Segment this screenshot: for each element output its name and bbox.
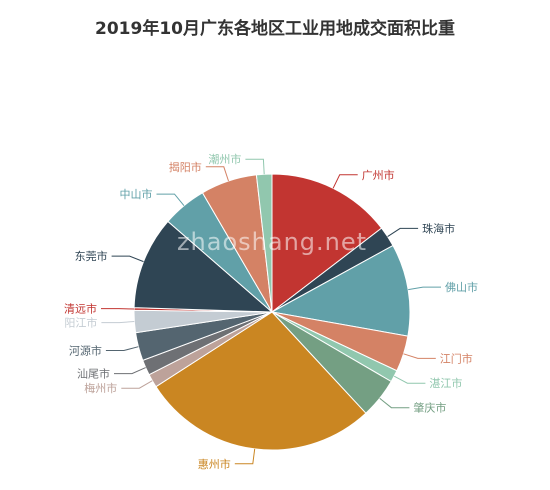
slice-label-2: 佛山市	[445, 280, 478, 294]
leader-line-12	[111, 255, 144, 263]
pie-slice-0[interactable]	[271, 173, 383, 314]
slice-label-5: 肇庆市	[413, 401, 446, 415]
leader-lines	[101, 158, 441, 465]
slice-label-11: 清远市	[64, 302, 97, 316]
slice-label-10: 阳江市	[64, 316, 97, 330]
leader-line-4	[393, 375, 426, 384]
slice-label-15: 潮州市	[208, 152, 241, 166]
slice-label-12: 东莞市	[75, 249, 108, 263]
leader-line-13	[156, 193, 185, 207]
pie-slice-6[interactable]	[155, 311, 367, 451]
leader-line-9	[105, 346, 139, 351]
slice-label-6: 惠州市	[198, 457, 231, 471]
leader-line-6	[234, 448, 256, 465]
leader-line-0	[332, 174, 358, 189]
pie-slice-15[interactable]	[255, 173, 273, 313]
slice-label-14: 揭阳市	[169, 160, 202, 174]
leader-line-15	[245, 158, 265, 175]
slice-label-7: 梅州市	[84, 381, 117, 395]
watermark-text: zhaoshang.net	[177, 228, 367, 256]
slice-label-13: 中山市	[120, 187, 153, 201]
leader-line-3	[403, 353, 436, 359]
leader-line-7	[121, 380, 153, 389]
leader-line-1	[387, 227, 419, 238]
slice-label-1: 珠海市	[422, 221, 455, 235]
leader-line-14	[205, 166, 229, 182]
leader-line-8	[114, 367, 146, 375]
leader-line-2	[408, 286, 441, 291]
pie-slice-2[interactable]	[270, 244, 411, 337]
slice-label-8: 汕尾市	[77, 367, 110, 381]
slice-label-0: 广州市	[362, 168, 395, 182]
leader-line-10	[101, 321, 135, 324]
slice-label-4: 湛江市	[429, 376, 462, 390]
slice-label-9: 河源市	[69, 344, 102, 358]
chart-title: 2019年10月广东各地区工业用地成交面积比重	[95, 19, 455, 39]
pie-slice-12[interactable]	[133, 220, 274, 313]
leader-line-5	[379, 397, 410, 409]
pie-slices	[133, 173, 411, 451]
slice-label-3: 江门市	[440, 351, 473, 365]
